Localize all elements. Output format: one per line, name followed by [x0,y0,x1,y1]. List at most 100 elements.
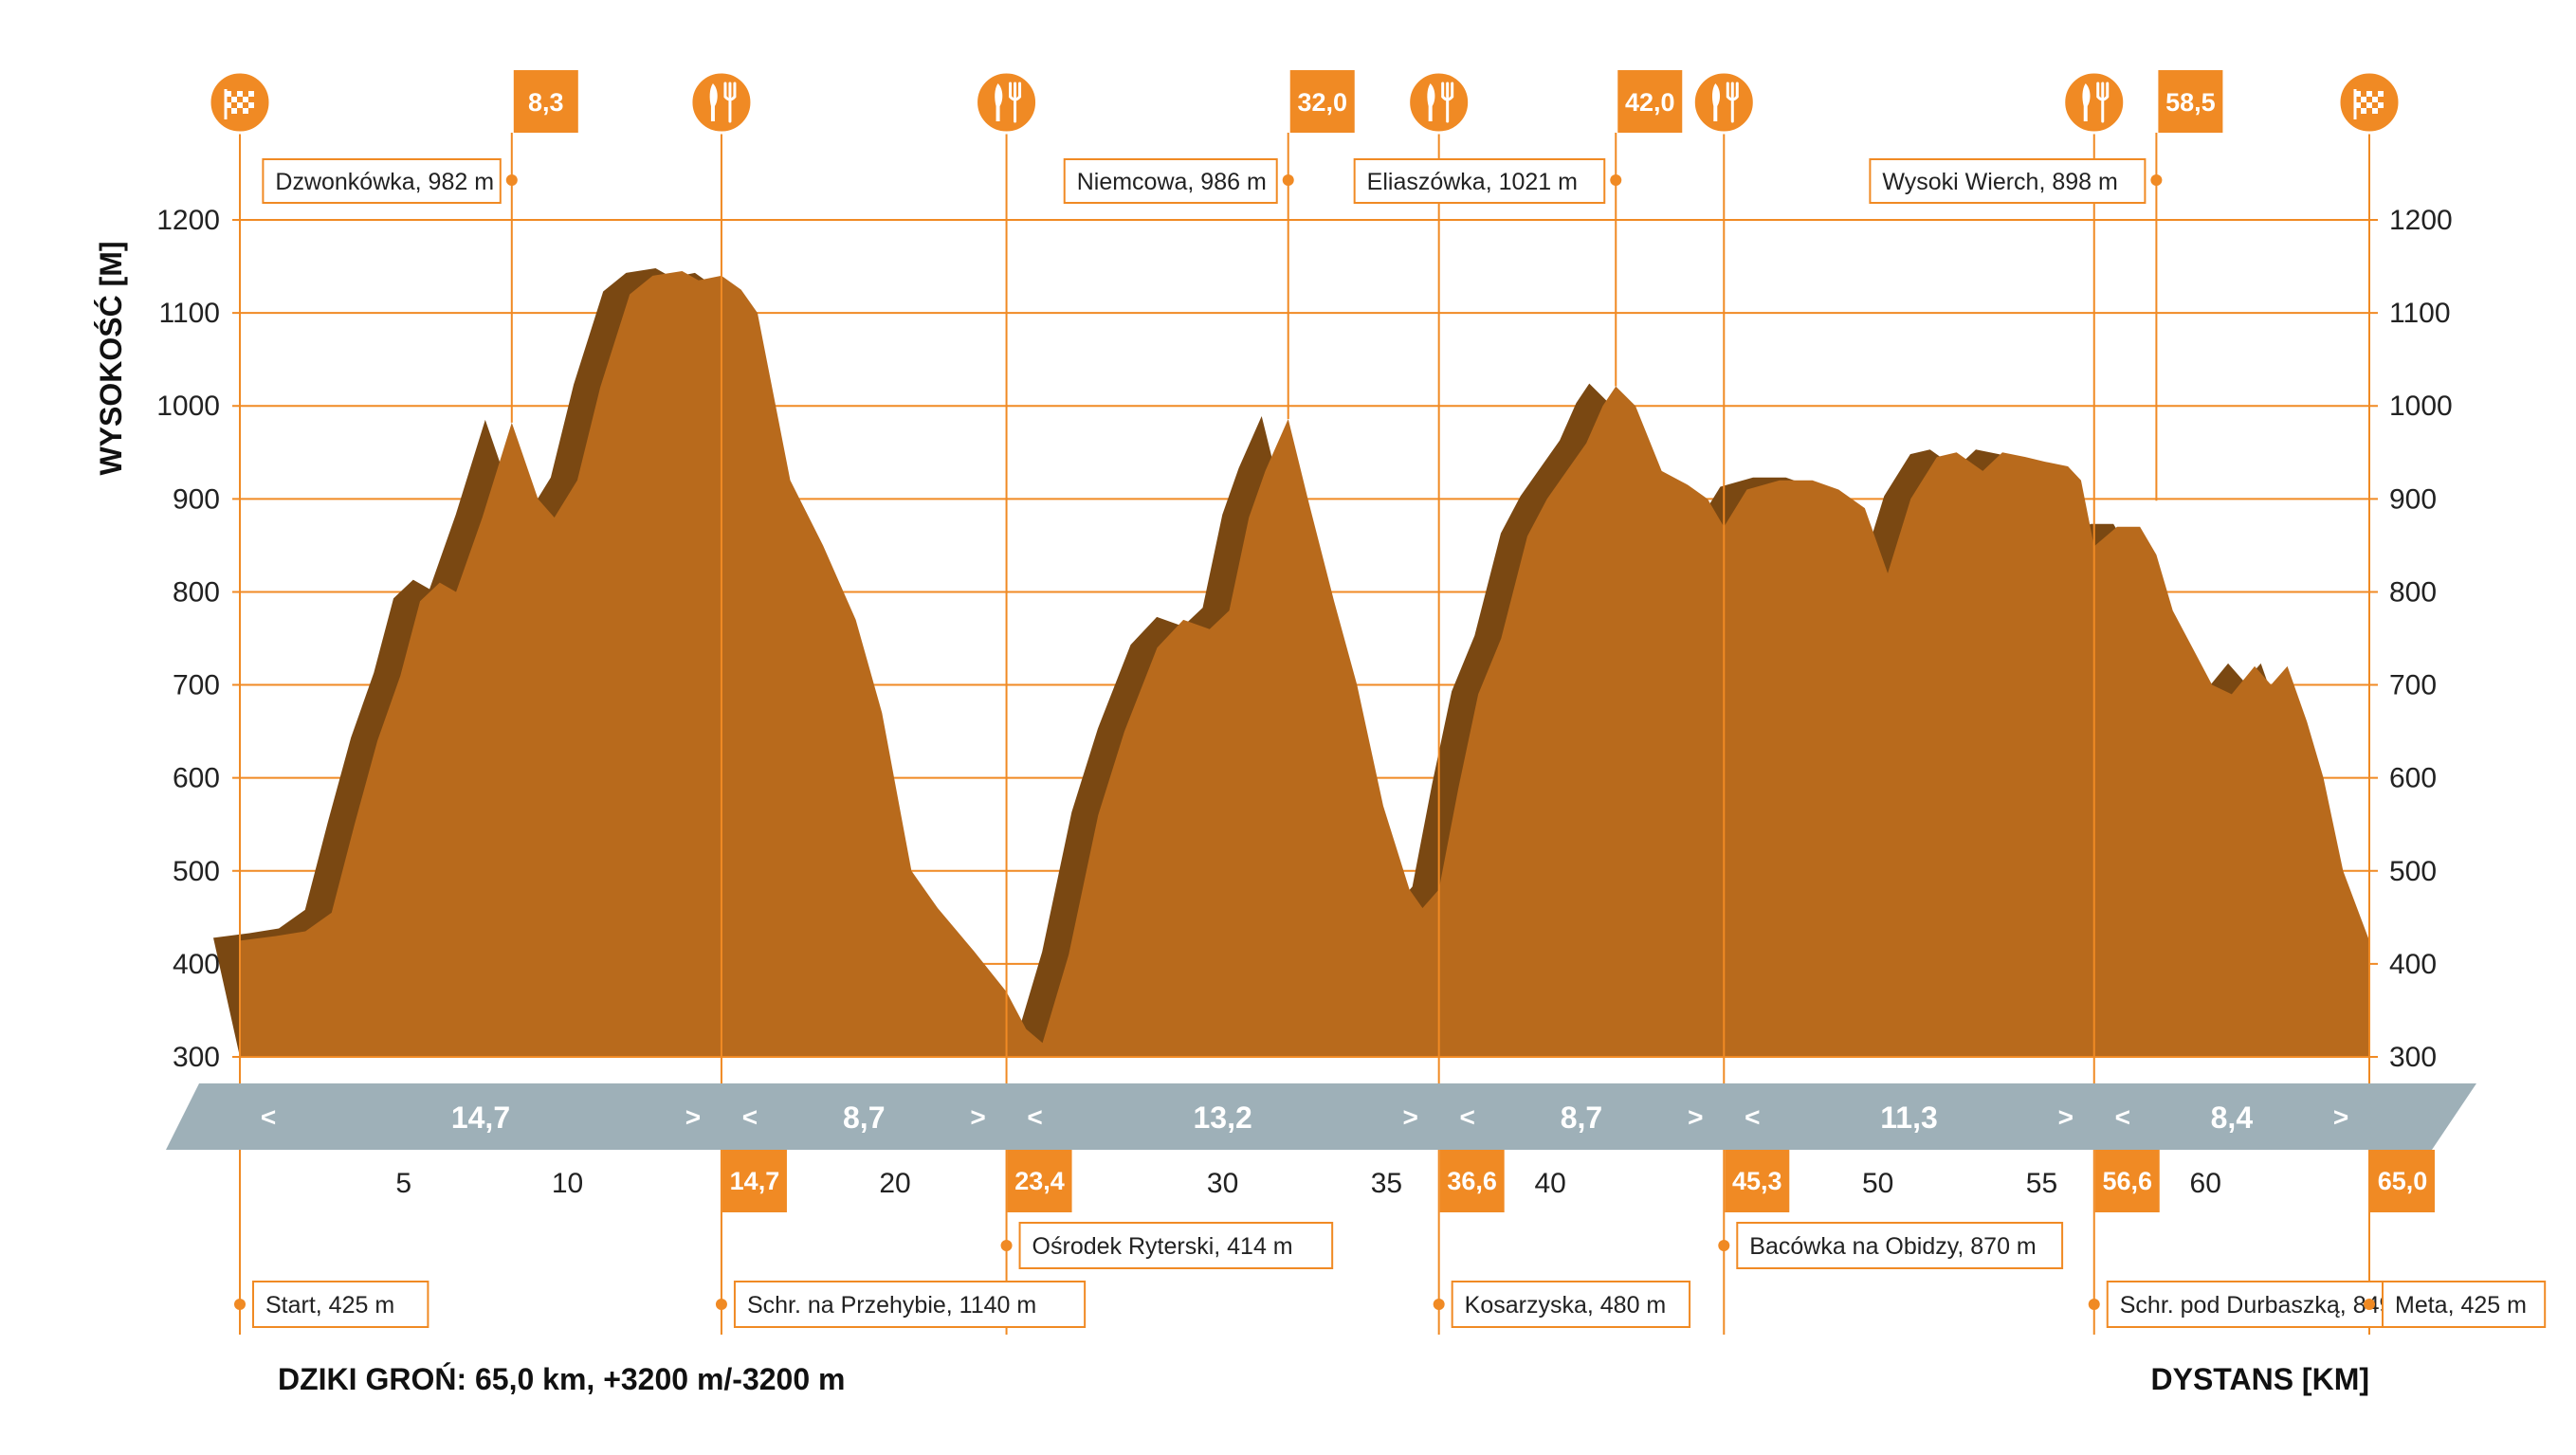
peak-badge-text: 42,0 [1625,88,1675,117]
peak-dot [1610,174,1622,186]
elevation-profile [213,267,2369,1058]
checkpoint-badge-text: 45,3 [1732,1167,1782,1195]
segment-left-arrow: < [1027,1102,1042,1132]
checkpoint-markers: Start, 425 m 14,7 Schr. na Przehybie, 1140… [234,1150,2547,1328]
segment-left-arrow: < [2115,1102,2130,1132]
segment-distance: 13,2 [1193,1100,1251,1135]
checkpoint-dot [234,1299,246,1310]
segment-right-arrow: > [2333,1102,2348,1132]
y-tick-label: 1100 [158,298,220,329]
peak-label-box [1353,158,1606,204]
peak-dot [505,174,518,186]
checkpoint-icons [208,70,2402,135]
flag-icon [2337,70,2402,135]
checkpoint-badge [2370,1150,2435,1212]
checkpoint-dot [715,1299,727,1310]
y-tick-label: 1100 [2389,298,2451,329]
flag-icon [208,70,272,135]
y-tick-label: 1000 [156,391,220,422]
segment-left-arrow: < [1745,1102,1760,1132]
y-tick-label: 900 [173,483,220,515]
y-tick-label: 700 [2389,670,2437,701]
food-icon [689,70,754,135]
route-summary-title: DZIKI GROŃ: 65,0 km, +3200 m/-3200 m [278,1362,845,1396]
y-tick-label: 800 [173,576,220,608]
peak-badge [2158,70,2223,133]
y-tick-label: 500 [2389,856,2437,887]
segment-left-arrow: < [261,1102,276,1132]
segment-right-arrow: > [1688,1102,1703,1132]
peak-label: Niemcowa, 986 m [1077,169,1267,195]
peak-badge-text: 58,5 [2165,88,2216,117]
x-tick-label: 5 [395,1168,411,1199]
peak-label-box [1869,158,2147,204]
checkpoint-label: Start, 425 m [265,1292,394,1319]
checkpoint-dot [1433,1299,1445,1310]
checkpoint-badge [1725,1150,1790,1212]
x-tick-label: 40 [1534,1168,1565,1199]
x-tick-label: 35 [1371,1168,1402,1199]
checkpoint-label-box [1736,1222,2064,1269]
peak-badge [1289,70,1355,133]
peak-label: Dzwonkówka, 982 m [275,169,494,195]
segment-right-arrow: > [1402,1102,1417,1132]
segment-left-arrow: < [1459,1102,1474,1132]
checkpoint-badge-text: 56,6 [2102,1167,2152,1195]
checkpoint-label: Schr. na Przehybie, 1140 m [747,1292,1036,1319]
checkpoint-label: Kosarzyska, 480 m [1465,1292,1667,1319]
segment-bar: 14,7 < >8,7 < >13,2 < >8,7 < >11,3 < >8,4 < > [166,1083,2476,1150]
y-tick-label: 900 [2389,483,2437,515]
checkpoint-dot [1718,1240,1730,1251]
x-tick-label: 55 [2026,1168,2057,1199]
x-axis-title: DYSTANS [KM] [2151,1362,2370,1396]
checkpoint-badge [2094,1150,2160,1212]
segment-distance: 8,7 [843,1100,885,1135]
checkpoint-label-box [733,1281,1087,1328]
food-icon [2062,70,2127,135]
segment-distance: 14,7 [451,1100,510,1135]
peak-markers: 8,3 Dzwonkówka, 982 m 32,0 Niemcowa, 986 m 4… [262,70,2223,501]
peak-label: Wysoki Wierch, 898 m [1882,169,2117,195]
checkpoint-badge [722,1150,787,1212]
y-tick-label: 600 [173,763,220,794]
x-tick-label: 20 [879,1168,910,1199]
checkpoint-label-box [252,1281,429,1328]
peak-label: Eliaszówka, 1021 m [1367,169,1578,195]
food-icon [975,70,1039,135]
checkpoint-badge-text: 23,4 [1014,1167,1065,1195]
x-tick-label: 50 [1862,1168,1893,1199]
peak-label-box [262,158,502,204]
checkpoint-dot [2088,1299,2100,1310]
y-axis-title: WYSOKOŚĆ [M] [94,241,128,475]
segment-distance: 8,7 [1561,1100,1602,1135]
food-icon [1407,70,1471,135]
y-tick-label: 700 [173,670,220,701]
y-tick-label: 300 [2389,1042,2437,1073]
checkpoint-label-box [1018,1222,1334,1269]
y-tick-label: 600 [2389,763,2437,794]
segment-right-arrow: > [2058,1102,2074,1132]
y-tick-label: 800 [2389,576,2437,608]
x-tick-label: 10 [552,1168,583,1199]
y-axis-ticks: 300 300 400 400 500 500 600 600 700 700 800 800 900 9… [156,205,2453,1073]
segment-right-arrow: > [970,1102,985,1132]
y-tick-label: 500 [173,856,220,887]
checkpoint-label-box [2382,1281,2547,1328]
peak-label-box [1063,158,1278,204]
segment-distance: 8,4 [2211,1100,2254,1135]
segment-left-arrow: < [742,1102,758,1132]
profile-area [240,270,2369,1057]
segment-bar-bg [166,1083,2476,1150]
peak-dot [1282,174,1294,186]
segment-right-arrow: > [685,1102,701,1132]
checkpoint-label: Meta, 425 m [2395,1292,2527,1319]
checkpoint-badge-text: 14,7 [730,1167,780,1195]
checkpoint-badge [1007,1150,1072,1212]
y-tick-label: 400 [173,949,220,980]
peak-badge [513,70,578,133]
food-icon [1691,70,1756,135]
peak-badge-text: 8,3 [528,88,564,117]
peak-badge [1617,70,1683,133]
checkpoint-badge-text: 36,6 [1447,1167,1497,1195]
